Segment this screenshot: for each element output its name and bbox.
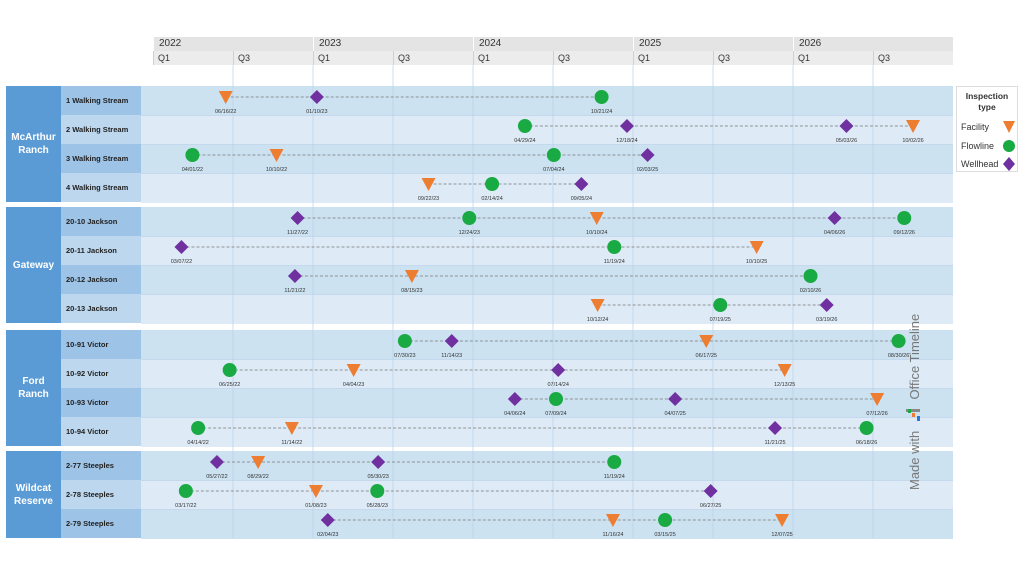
diamond-icon bbox=[1003, 157, 1015, 171]
quarter-Q1: Q1 bbox=[153, 51, 233, 65]
row-label: 20-10 Jackson bbox=[61, 207, 141, 236]
quarter-Q3: Q3 bbox=[873, 51, 953, 65]
group-name: Ford Ranch bbox=[18, 376, 49, 400]
group-label: McArthur Ranch bbox=[6, 86, 61, 202]
group-name: McArthur Ranch bbox=[11, 132, 56, 156]
legend-wellhead: Wellhead bbox=[961, 159, 999, 169]
row-label: 2-77 Steeples bbox=[61, 451, 141, 480]
legend-flowline: Flowline bbox=[961, 141, 995, 151]
row-band bbox=[141, 417, 953, 447]
row-label: 3 Walking Stream bbox=[61, 144, 141, 173]
row-band bbox=[141, 207, 953, 236]
row-label: 20-11 Jackson bbox=[61, 236, 141, 265]
watermark: Made with Office Timeline bbox=[905, 290, 922, 490]
year-2025: 2025 bbox=[633, 37, 793, 51]
quarter-Q3: Q3 bbox=[713, 51, 793, 65]
group-label: Ford Ranch bbox=[6, 330, 61, 446]
row-label: 10-93 Victor bbox=[61, 388, 141, 417]
row-label: 10-92 Victor bbox=[61, 359, 141, 388]
quarter-Q3: Q3 bbox=[393, 51, 473, 65]
row-band bbox=[141, 480, 953, 510]
row-band bbox=[141, 236, 953, 266]
group-label: Gateway bbox=[6, 207, 61, 323]
row-band bbox=[141, 115, 953, 145]
row-band bbox=[141, 359, 953, 389]
legend-facility: Facility bbox=[961, 122, 990, 132]
row-band bbox=[141, 173, 953, 203]
row-label: 2-79 Steeples bbox=[61, 509, 141, 538]
year-2026: 2026 bbox=[793, 37, 953, 51]
legend: Inspection type Facility Flowline Wellhe… bbox=[956, 86, 1018, 172]
year-2023: 2023 bbox=[313, 37, 473, 51]
triangle-icon bbox=[1003, 121, 1015, 133]
group-name: Wildcat Reserve bbox=[14, 482, 53, 507]
row-label: 10-94 Victor bbox=[61, 417, 141, 446]
row-band bbox=[141, 86, 953, 115]
quarter-Q1: Q1 bbox=[313, 51, 393, 65]
row-band bbox=[141, 144, 953, 174]
year-2024: 2024 bbox=[473, 37, 633, 51]
group-name: Gateway bbox=[12, 259, 55, 271]
row-band bbox=[141, 451, 953, 480]
watermark-prefix: Made with bbox=[907, 430, 922, 490]
row-label: 2 Walking Stream bbox=[61, 115, 141, 144]
group-label: Wildcat Reserve bbox=[6, 451, 61, 538]
row-band bbox=[141, 388, 953, 418]
row-band bbox=[141, 330, 953, 359]
legend-icons bbox=[1003, 121, 1015, 171]
row-label: 1 Walking Stream bbox=[61, 86, 141, 115]
quarter-Q1: Q1 bbox=[633, 51, 713, 65]
watermark-brand: Office Timeline bbox=[907, 313, 922, 400]
quarter-Q1: Q1 bbox=[793, 51, 873, 65]
quarter-Q3: Q3 bbox=[233, 51, 313, 65]
quarter-Q3: Q3 bbox=[553, 51, 633, 65]
year-2022: 2022 bbox=[153, 37, 313, 51]
row-label: 10-91 Victor bbox=[61, 330, 141, 359]
row-band bbox=[141, 294, 953, 324]
legend-title: Inspection type bbox=[965, 91, 1009, 112]
row-band bbox=[141, 265, 953, 295]
circle-icon bbox=[1003, 140, 1015, 152]
quarter-Q1: Q1 bbox=[473, 51, 553, 65]
office-timeline-logo-icon bbox=[906, 409, 920, 422]
row-label: 4 Walking Stream bbox=[61, 173, 141, 202]
row-label: 20-12 Jackson bbox=[61, 265, 141, 294]
row-label: 20-13 Jackson bbox=[61, 294, 141, 323]
row-label: 2-78 Steeples bbox=[61, 480, 141, 509]
row-band bbox=[141, 509, 953, 539]
